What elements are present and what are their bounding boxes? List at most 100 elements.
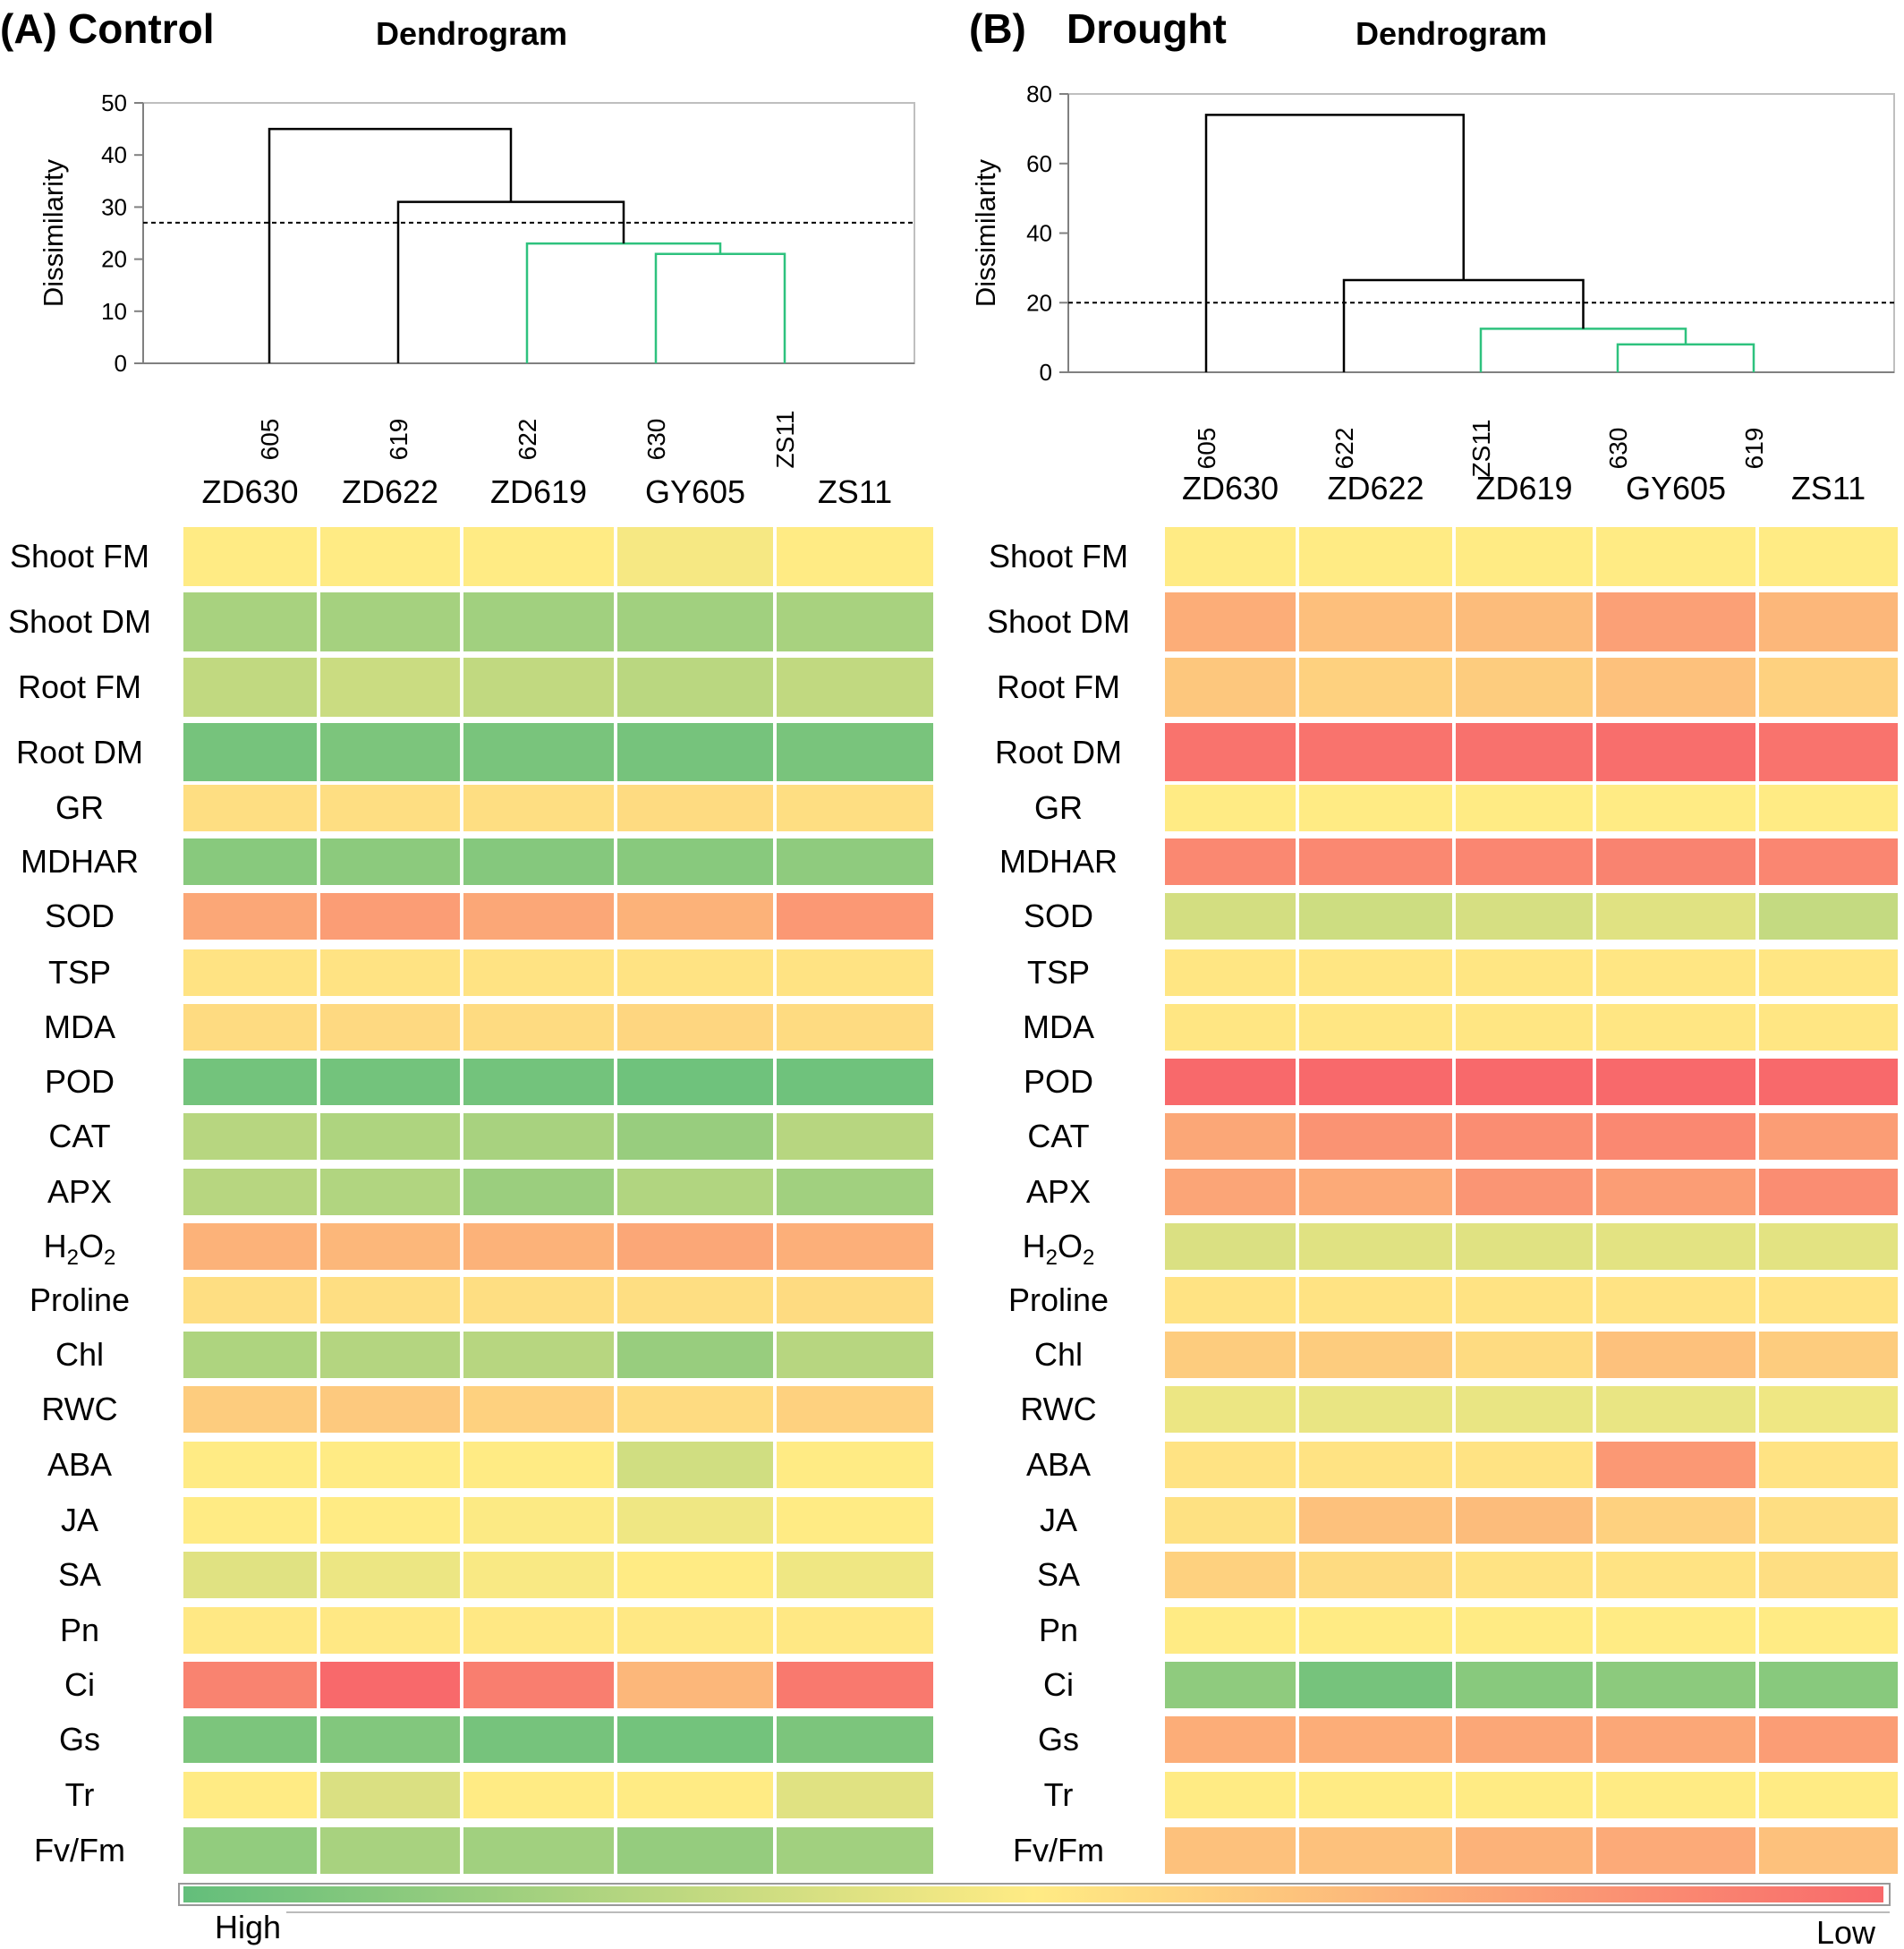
heatmap-cell [317,654,463,720]
dendrogram-branch [1204,114,1465,372]
column-label: ZD619 [490,473,587,510]
heatmap-cell [1452,654,1596,720]
heatmap-cell [1593,523,1759,590]
row-label: CAT [48,1118,110,1154]
y-tick-label: 30 [101,193,127,220]
heatmap-cell [460,1548,617,1602]
heatmap-cell [460,719,617,786]
heatmap-cell [1296,1438,1456,1492]
y-tick-label: 10 [101,298,127,325]
panel-b-label: (B) [969,5,1026,52]
leaf-label: 622 [514,419,541,461]
heatmap-cell [773,1658,937,1712]
heatmap-cell [773,1438,937,1492]
leaf-label: ZS11 [1467,420,1495,478]
heatmap-cell [773,1604,937,1657]
heatmap-cell [460,1438,617,1492]
heatmap-cell [460,1768,617,1822]
heatmap-cell [1452,889,1596,943]
heatmap-cell [1296,1768,1456,1822]
heatmap-cell [180,889,320,943]
row-label: Proline [1008,1281,1109,1318]
heatmap-cell [773,1220,937,1273]
heatmap-cell [180,589,320,655]
row-label: Pn [60,1612,99,1648]
heatmap-cell [614,654,777,720]
heatmap-cell [180,835,320,889]
heatmap-cell [1755,1110,1901,1163]
dendrogram-branch [654,252,786,363]
heatmap-cell [460,889,617,943]
heatmap-cell [773,946,937,1000]
row-label-h2o2: H2O2 [44,1228,116,1270]
heatmap-cell [317,1494,463,1547]
heatmap-cell [1755,1824,1901,1877]
heatmap-cell [460,946,617,1000]
heatmap-cell [180,719,320,786]
heatmap-cell [460,1000,617,1054]
heatmap-cell [614,1000,777,1054]
row-label: Pn [1039,1612,1078,1648]
column-label: ZS11 [818,473,892,510]
row-label: CAT [1027,1118,1089,1154]
heatmap-cell [317,1768,463,1822]
heatmap-cell [1296,781,1456,835]
heatmap-cell [614,1220,777,1273]
heatmap-cell [317,946,463,1000]
heatmap-cell [1452,1328,1596,1382]
dendrogram-branch [1342,278,1585,372]
heatmap-cell [180,1000,320,1054]
dendrogram-drought: 0 20 40 60 80 Dissimilarity 605 622 ZS11 630 619 [970,81,1895,478]
row-label: GR [55,789,104,826]
heatmap-cell [1161,835,1299,889]
row-label: Root DM [16,734,143,770]
heatmap-cell [317,1328,463,1382]
heatmap-cell [1161,1110,1299,1163]
panel-a-title: Control [68,5,215,52]
heatmap-cell [460,1055,617,1109]
heatmap-cell [1755,654,1901,720]
heatmap-cell [460,1713,617,1766]
heatmap-cell [1161,1438,1299,1492]
y-tick-label: 0 [115,350,127,377]
row-label: Shoot DM [8,603,151,640]
heatmap-cell [1755,1658,1901,1712]
panel-a-label: (A) [0,5,57,52]
heatmap-cell [1161,1824,1299,1877]
heatmap-cell [460,1165,617,1219]
heatmap-cell [317,1110,463,1163]
heatmap-cell [1593,946,1759,1000]
heatmap-cell [180,1438,320,1492]
heatmap-cell [1755,1768,1901,1822]
heatmap-cell [773,1055,937,1109]
heatmap-cell [1755,719,1901,786]
heatmap-cell [1296,1328,1456,1382]
leaf-label: 622 [1330,428,1358,470]
heatmap-cell [614,1824,777,1877]
heatmap-cell [1593,1658,1759,1712]
heatmap-cell [773,889,937,943]
row-label: TSP [1027,954,1090,991]
heatmap-cell [1161,654,1299,720]
heatmap-cell [1296,1000,1456,1054]
heatmap-cell [180,1494,320,1547]
row-label: Ci [1043,1666,1074,1703]
heatmap-cell [1593,1165,1759,1219]
panel-b-dendrogram-subtitle: Dendrogram [1356,15,1547,52]
heatmap-cell [317,719,463,786]
heatmap-cell [1755,781,1901,835]
heatmap-cell [1161,1383,1299,1436]
heatmap-cell [180,1604,320,1657]
heatmap-cell [1296,1713,1456,1766]
column-label: GY605 [645,473,745,510]
heatmap-cell [180,1273,320,1327]
row-label: MDA [44,1009,115,1045]
row-label: Shoot FM [989,538,1128,574]
heatmap-cell [1296,1824,1456,1877]
heatmap-cell [180,1328,320,1382]
heatmap-cell [1161,1220,1299,1273]
heatmap-cell [317,1713,463,1766]
heatmap-cell [773,781,937,835]
dendrogram-branch [1616,343,1755,372]
